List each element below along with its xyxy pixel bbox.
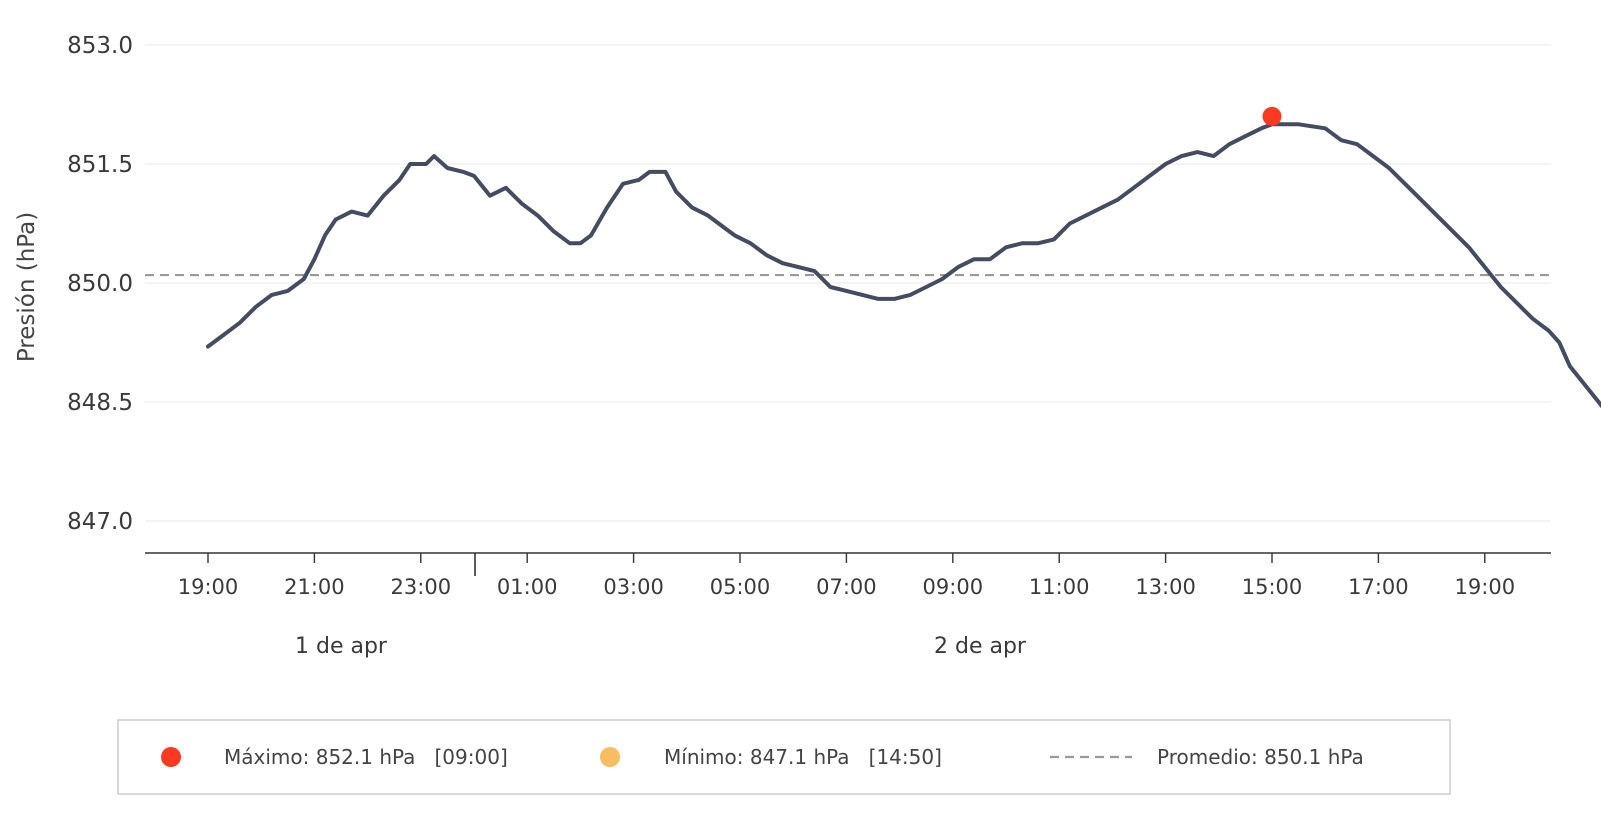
y-axis-label: Presión (hPa) xyxy=(14,212,40,362)
day-label-1: 1 de apr xyxy=(295,634,388,659)
x-tick-label: 07:00 xyxy=(816,575,877,599)
legend-min-label: Mínimo: 847.1 hPa [14:50] xyxy=(664,745,942,769)
legend-average-label: Promedio: 850.1 hPa xyxy=(1157,745,1364,769)
y-tick-labels: 853.0 851.5 850.0 848.5 847.0 xyxy=(67,33,133,535)
x-tick-label: 03:00 xyxy=(603,575,664,599)
grid-lines xyxy=(145,44,1551,522)
x-tick-label: 05:00 xyxy=(710,575,771,599)
y-tick-label: 847.0 xyxy=(67,509,133,535)
legend-min-marker xyxy=(600,747,620,767)
y-tick-label: 851.5 xyxy=(67,152,133,178)
y-tick-label: 853.0 xyxy=(67,33,133,59)
legend-max-marker xyxy=(161,747,181,767)
y-tick-label: 848.5 xyxy=(67,390,133,416)
day-label-2: 2 de apr xyxy=(934,634,1027,659)
x-tick-label: 09:00 xyxy=(923,575,984,599)
y-tick-label: 850.0 xyxy=(67,271,133,297)
legend-box xyxy=(117,719,1451,795)
max-point-marker xyxy=(1262,106,1282,126)
x-tick-label: 15:00 xyxy=(1242,575,1303,599)
legend-max-label: Máximo: 852.1 hPa [09:00] xyxy=(224,745,508,769)
pressure-series-line xyxy=(206,122,1601,409)
x-tick-label: 17:00 xyxy=(1348,575,1409,599)
x-tick-label: 11:00 xyxy=(1029,575,1090,599)
x-tick-label: 13:00 xyxy=(1135,575,1196,599)
x-tick-label: 01:00 xyxy=(497,575,558,599)
x-tick-label: 23:00 xyxy=(391,575,452,599)
x-tick-label: 19:00 xyxy=(1455,575,1516,599)
x-tick-label: 21:00 xyxy=(284,575,345,599)
x-tick-labels: 19:00 21:00 23:00 01:00 03:00 05:00 07:00 09:00… xyxy=(178,553,1515,599)
legend: Máximo: 852.1 hPa [09:00] Mínimo: 847.1 … xyxy=(117,719,1451,795)
x-tick-label: 19:00 xyxy=(178,575,239,599)
